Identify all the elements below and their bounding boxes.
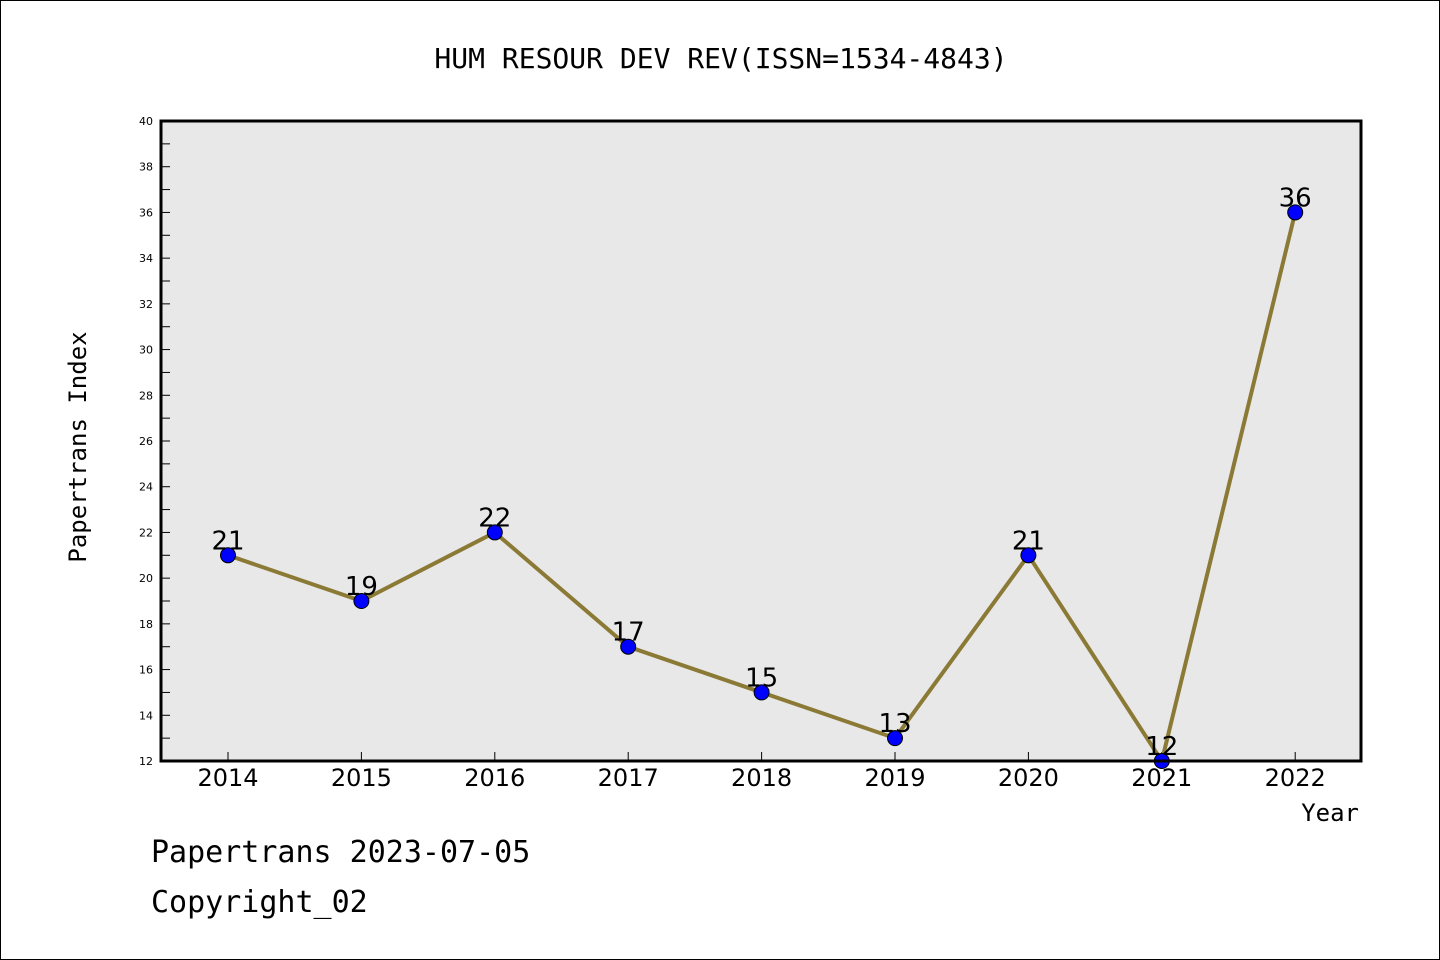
x-tick-label: 2016: [464, 764, 525, 792]
plot-area: [161, 121, 1361, 761]
data-label: 13: [878, 709, 911, 739]
data-point: [486, 524, 503, 541]
data-point: [1020, 547, 1037, 564]
data-labels: 21 19 22 17 15 13 21 12 36: [211, 183, 1311, 762]
y-tick-label: 28: [139, 389, 153, 402]
data-point: [353, 593, 370, 609]
data-label: 17: [612, 618, 645, 648]
data-label: 22: [478, 503, 511, 533]
data-label: 36: [1279, 183, 1312, 213]
y-tick-label: 14: [139, 709, 153, 722]
x-axis-label: Year: [1301, 799, 1359, 827]
chart-title: HUM RESOUR DEV REV(ISSN=1534-4843): [434, 42, 1007, 75]
data-label: 21: [211, 526, 244, 556]
y-axis-ticks: 12 14 16 18 20 22 24 26 28 30 32 34 36 38 40: [139, 115, 170, 768]
y-axis-label: Papertrans Index: [64, 331, 92, 562]
x-axis-ticks: 2014 2015 2016 2017 2018 2019 2020 2021 2022: [197, 752, 1326, 792]
y-tick-label: 36: [139, 206, 153, 219]
data-point: [753, 684, 770, 701]
footer-date: Papertrans 2023-07-05: [151, 835, 531, 870]
x-tick-label: 2019: [864, 764, 925, 792]
series-markers: [220, 204, 1304, 769]
x-tick-label: 2015: [331, 764, 392, 792]
data-point: [620, 638, 637, 655]
y-tick-label: 22: [139, 526, 153, 539]
x-tick-label: 2022: [1265, 764, 1326, 792]
data-label: 21: [1012, 526, 1045, 556]
y-tick-label: 38: [139, 161, 153, 174]
x-tick-label: 2014: [197, 764, 258, 792]
y-tick-label: 26: [139, 435, 153, 448]
y-tick-label: 32: [139, 298, 153, 311]
y-tick-label: 24: [139, 481, 153, 494]
y-tick-label: 16: [139, 664, 153, 677]
data-point: [1287, 204, 1304, 221]
data-point: [887, 730, 903, 747]
x-tick-label: 2017: [598, 764, 659, 792]
y-tick-label: 20: [139, 572, 153, 585]
y-tick-label: 30: [139, 344, 153, 357]
y-tick-label: 12: [139, 755, 153, 768]
footer-copyright: Copyright_02: [151, 885, 368, 920]
data-label: 12: [1145, 732, 1178, 762]
plot-border: [159, 119, 1363, 763]
y-tick-label: 34: [139, 252, 153, 265]
data-label: 19: [345, 572, 378, 602]
x-tick-label: 2018: [731, 764, 792, 792]
data-label: 15: [745, 663, 778, 693]
data-point: [220, 547, 236, 564]
x-tick-label: 2020: [998, 764, 1059, 792]
y-tick-label: 40: [139, 115, 153, 128]
y-tick-label: 18: [139, 618, 153, 631]
